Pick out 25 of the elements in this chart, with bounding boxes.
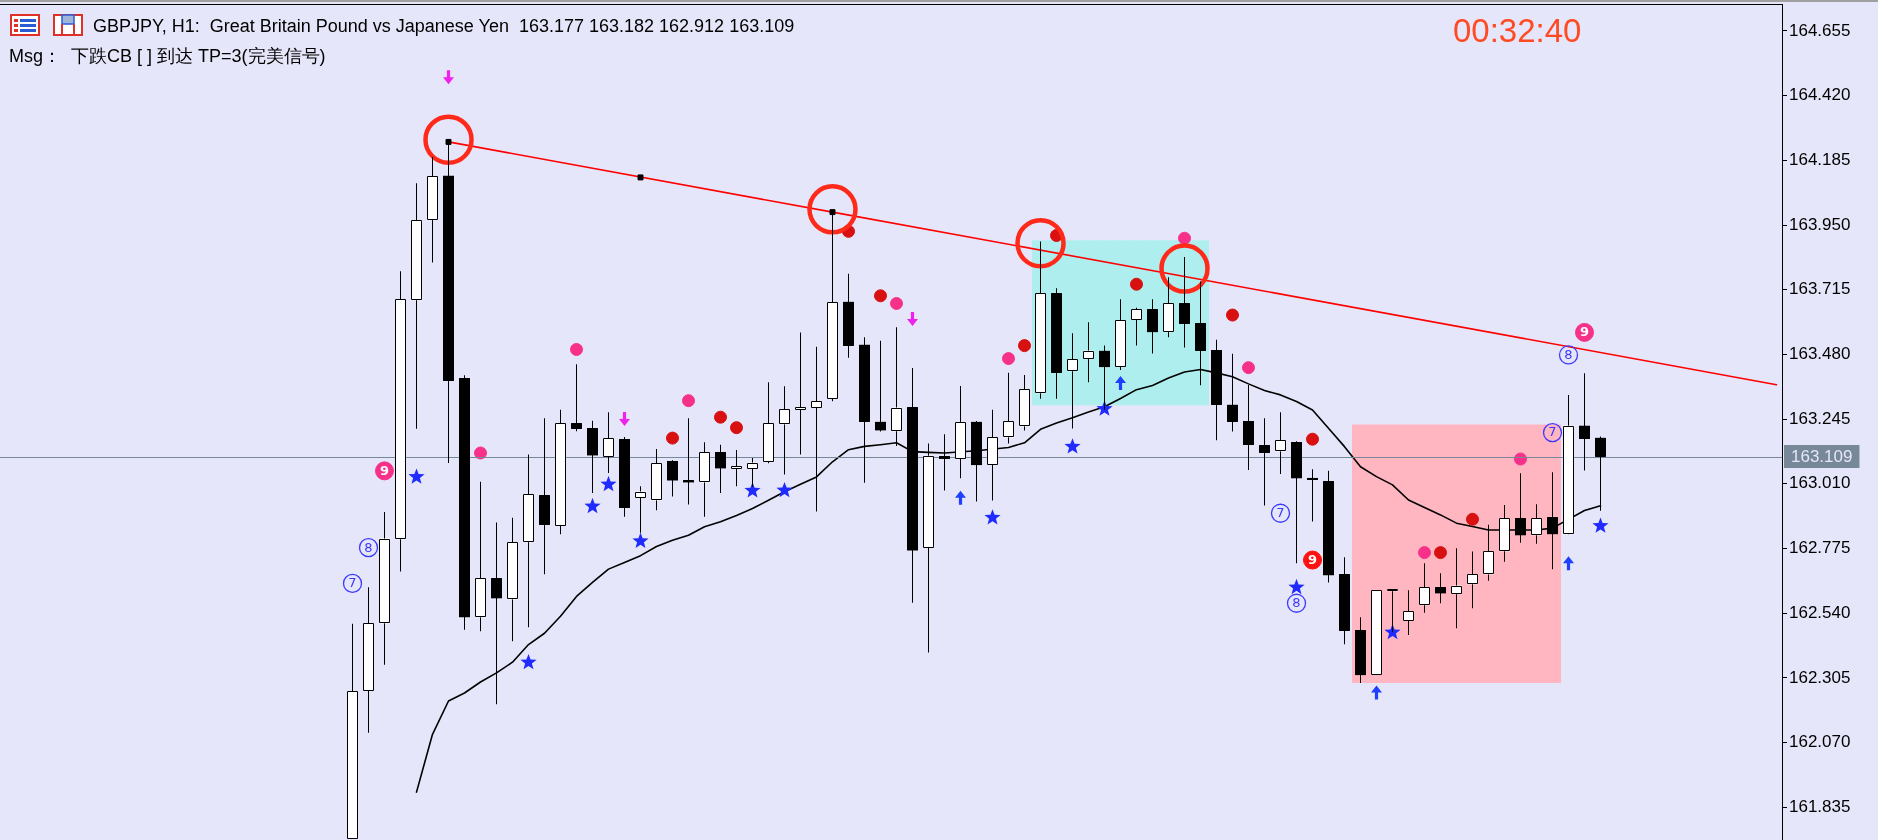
ref-line-label: 163.109: [1791, 447, 1853, 467]
text: 9: [1579, 324, 1590, 340]
y-tick-label: 162.070: [1789, 732, 1851, 752]
text: 8: [1564, 346, 1573, 362]
text: Msg： 下跌CB [ ] 到达 TP=3(完美信号): [9, 46, 326, 66]
annotation: 00:32:40: [1453, 12, 1582, 49]
series-label: 9: [379, 462, 390, 478]
y-tick-label: 164.655: [1789, 20, 1851, 40]
text: 7: [348, 575, 357, 591]
y-tick-label: 163.010: [1789, 473, 1851, 493]
series-label: 7: [1276, 505, 1285, 521]
y-tick-label: 163.715: [1789, 279, 1851, 299]
text: 9: [1307, 551, 1318, 567]
y-tick-label: 163.480: [1789, 344, 1851, 364]
y-tick-label: 164.185: [1789, 150, 1851, 170]
y-tick-label: 163.245: [1789, 408, 1851, 428]
y-tick-label: 164.420: [1789, 85, 1851, 105]
y-tick-label: 161.835: [1789, 796, 1851, 816]
y-tick-label: 163.950: [1789, 214, 1851, 234]
y-tick-label: 162.540: [1789, 602, 1851, 622]
series-label: 8: [364, 539, 373, 555]
y-tick-label: 162.775: [1789, 538, 1851, 558]
y-tick-label: 162.305: [1789, 667, 1851, 687]
text: GBPJPY, H1: Great Britain Pound vs Japanese Yen 163.177 163.182 162.912 163.109: [93, 16, 795, 36]
text: 8: [1292, 595, 1301, 611]
